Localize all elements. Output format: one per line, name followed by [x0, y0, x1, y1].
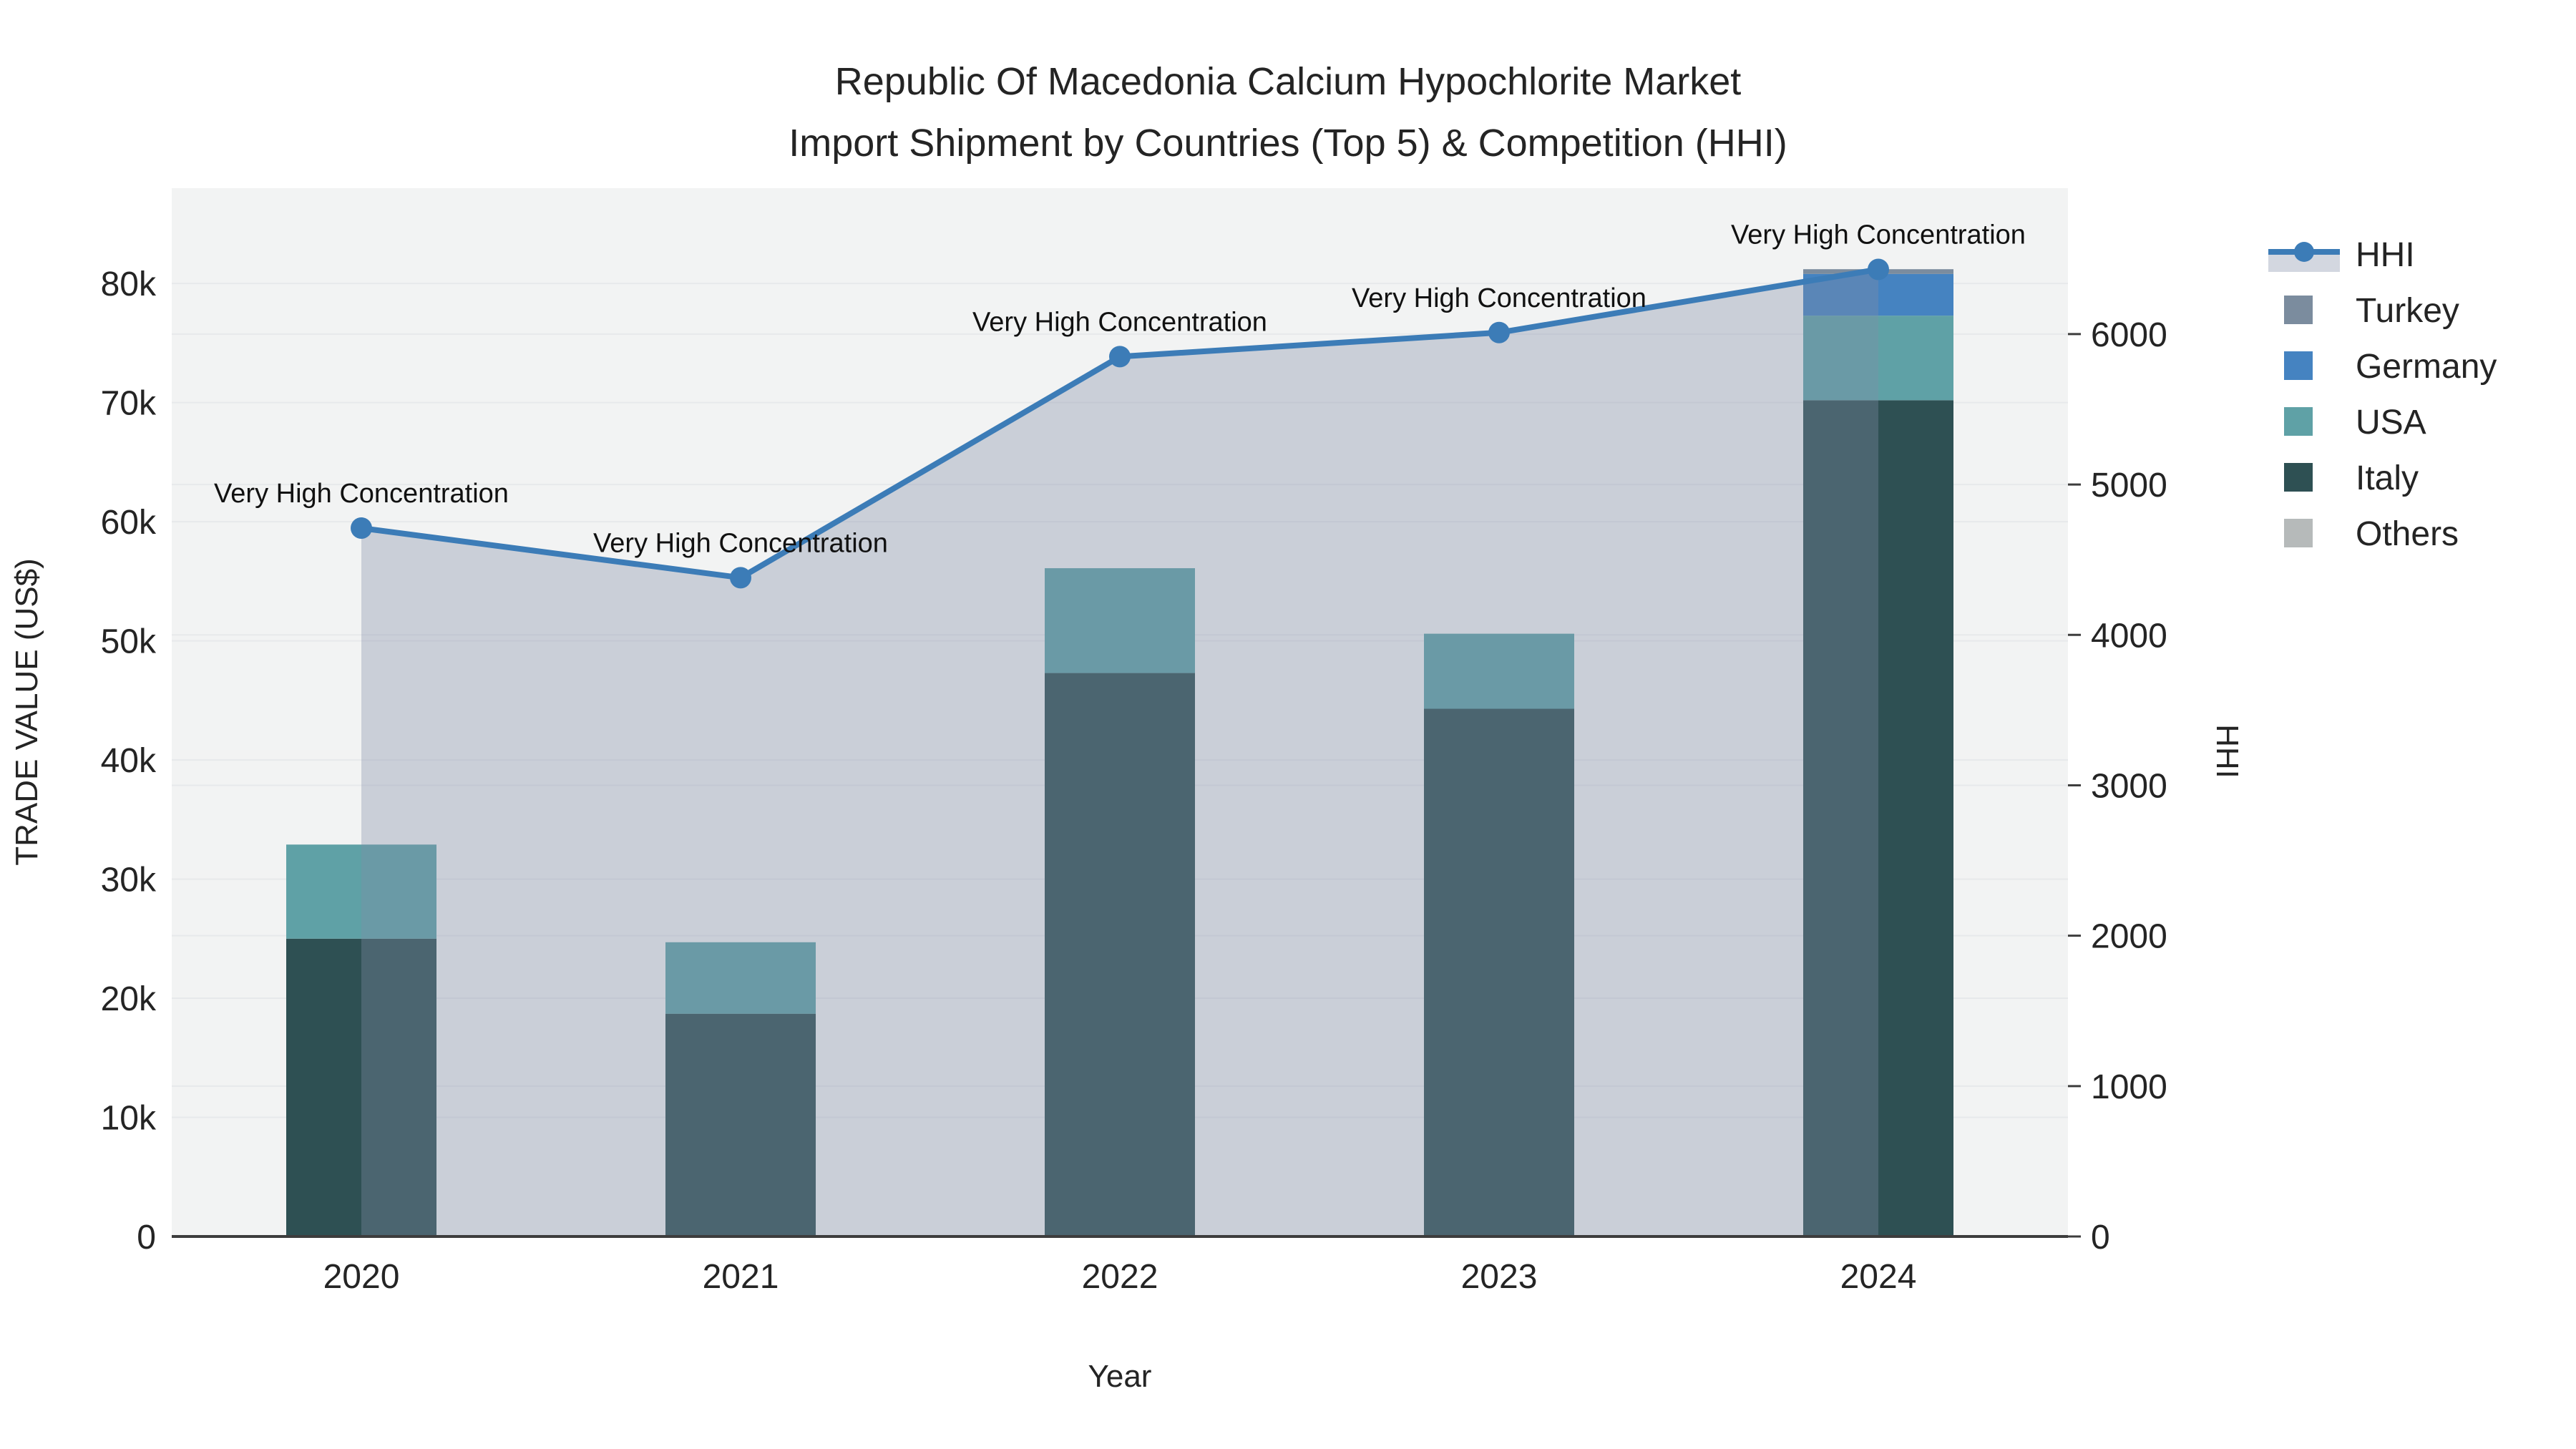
legend-item-italy[interactable]: Italy	[2284, 459, 2419, 497]
chart-title-line2: Import Shipment by Countries (Top 5) & C…	[789, 122, 1787, 165]
bar-segment-italy-2024[interactable]	[1803, 400, 1953, 1236]
y-left-tick-label: 20k	[101, 980, 157, 1018]
x-tick-label: 2020	[323, 1258, 400, 1296]
y-left-tick-label: 80k	[101, 265, 157, 303]
bar-segment-italy-2021[interactable]	[665, 1013, 816, 1236]
annotation-2022: Very High Concentration	[972, 307, 1267, 337]
y-right-tick-labels: 0 1000 2000 3000 4000 5000 6000	[2068, 316, 2167, 1257]
legend-item-turkey[interactable]: Turkey	[2284, 292, 2459, 330]
y-left-axis-title: TRADE VALUE (US$)	[9, 558, 44, 866]
x-axis-title: Year	[1088, 1359, 1152, 1394]
legend-label: Others	[2356, 515, 2459, 553]
legend: HHI Turkey Germany USA Italy Others	[2268, 236, 2497, 553]
y-right-tick-label: 1000	[2091, 1068, 2167, 1106]
x-tick-label: 2022	[1082, 1258, 1158, 1296]
hhi-line	[351, 258, 1889, 589]
legend-label: Germany	[2356, 348, 2497, 386]
y-right-tick-label: 4000	[2091, 617, 2167, 655]
hhi-marker-swatch	[2294, 242, 2314, 262]
bar-segment-usa-2023[interactable]	[1424, 633, 1574, 709]
x-tick-label: 2023	[1461, 1258, 1538, 1296]
bar-segment-usa-2022[interactable]	[1045, 568, 1195, 673]
bar-segment-usa-2024[interactable]	[1803, 316, 1953, 401]
y-right-tick-label: 0	[2091, 1219, 2110, 1257]
y-right-tick-label: 6000	[2091, 316, 2167, 354]
x-tick-labels: 2020 2021 2022 2023 2024	[323, 1258, 1917, 1296]
y-left-tick-label: 30k	[101, 862, 157, 899]
bar-segment-italy-2022[interactable]	[1045, 673, 1195, 1236]
legend-item-germany[interactable]: Germany	[2284, 348, 2497, 386]
bar-segment-usa-2020[interactable]	[286, 844, 436, 939]
germany-swatch	[2284, 351, 2313, 380]
bar-segment-germany-2024[interactable]	[1803, 273, 1953, 316]
hhi-marker-2022[interactable]	[1109, 346, 1131, 368]
legend-item-hhi[interactable]: HHI	[2268, 236, 2415, 274]
x-axis-line	[172, 1235, 2068, 1238]
x-tick-label: 2024	[1840, 1258, 1917, 1296]
x-tick-label: 2021	[703, 1258, 779, 1296]
y-left-tick-label: 0	[137, 1219, 156, 1257]
hhi-marker-2021[interactable]	[730, 567, 751, 589]
annotation-2021: Very High Concentration	[593, 528, 888, 558]
usa-swatch	[2284, 407, 2313, 436]
y-left-tick-label: 70k	[101, 385, 157, 423]
legend-item-others[interactable]: Others	[2284, 515, 2459, 553]
hhi-marker-2024[interactable]	[1868, 258, 1889, 280]
hhi-area-polygon	[361, 269, 1878, 1236]
bar-segment-italy-2023[interactable]	[1424, 708, 1574, 1236]
italy-swatch	[2284, 463, 2313, 492]
legend-label: Turkey	[2356, 292, 2459, 330]
annotation-2023: Very High Concentration	[1352, 283, 1646, 313]
hhi-marker-2020[interactable]	[351, 517, 372, 540]
y-left-tick-label: 10k	[101, 1100, 157, 1138]
y-right-axis-title: HHI	[2210, 724, 2245, 779]
chart-title-line1: Republic Of Macedonia Calcium Hypochlori…	[835, 60, 1742, 103]
y-left-tick-label: 60k	[101, 504, 157, 542]
turkey-swatch	[2284, 296, 2313, 324]
y-left-tick-label: 50k	[101, 623, 157, 661]
y-right-tick-label: 5000	[2091, 467, 2167, 504]
annotation-2024: Very High Concentration	[1731, 220, 2026, 250]
hhi-marker-2023[interactable]	[1488, 321, 1510, 343]
annotation-2020: Very High Concentration	[214, 479, 509, 509]
bar-series	[286, 269, 1953, 1236]
bar-segment-italy-2020[interactable]	[286, 938, 436, 1236]
legend-label: USA	[2356, 404, 2426, 441]
annotations: Very High Concentration Very High Concent…	[214, 220, 2026, 559]
y-left-tick-labels: 0 10k 20k 30k 40k 50k 60k 70k 80k	[101, 265, 157, 1257]
others-swatch	[2284, 519, 2313, 547]
bar-segment-usa-2021[interactable]	[665, 942, 816, 1014]
legend-label: HHI	[2356, 236, 2415, 274]
legend-label: Italy	[2356, 459, 2419, 497]
hhi-area-fill	[361, 269, 1878, 1236]
legend-item-usa[interactable]: USA	[2284, 404, 2426, 441]
y-right-tick-label: 2000	[2091, 918, 2167, 956]
y-right-tick-label: 3000	[2091, 767, 2167, 805]
y-left-tick-label: 40k	[101, 742, 157, 780]
